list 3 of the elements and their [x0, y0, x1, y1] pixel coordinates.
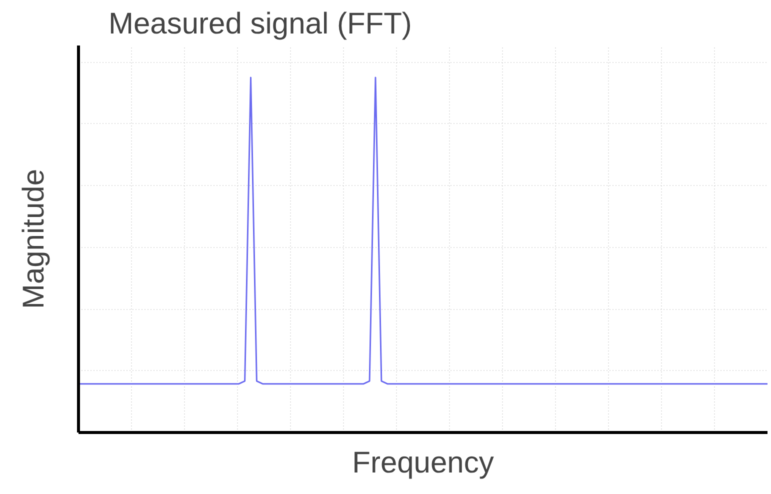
- chart-title: Measured signal (FFT): [108, 8, 412, 40]
- x-axis-title: Frequency: [352, 446, 494, 480]
- y-axis-title: Magnitude: [18, 168, 50, 310]
